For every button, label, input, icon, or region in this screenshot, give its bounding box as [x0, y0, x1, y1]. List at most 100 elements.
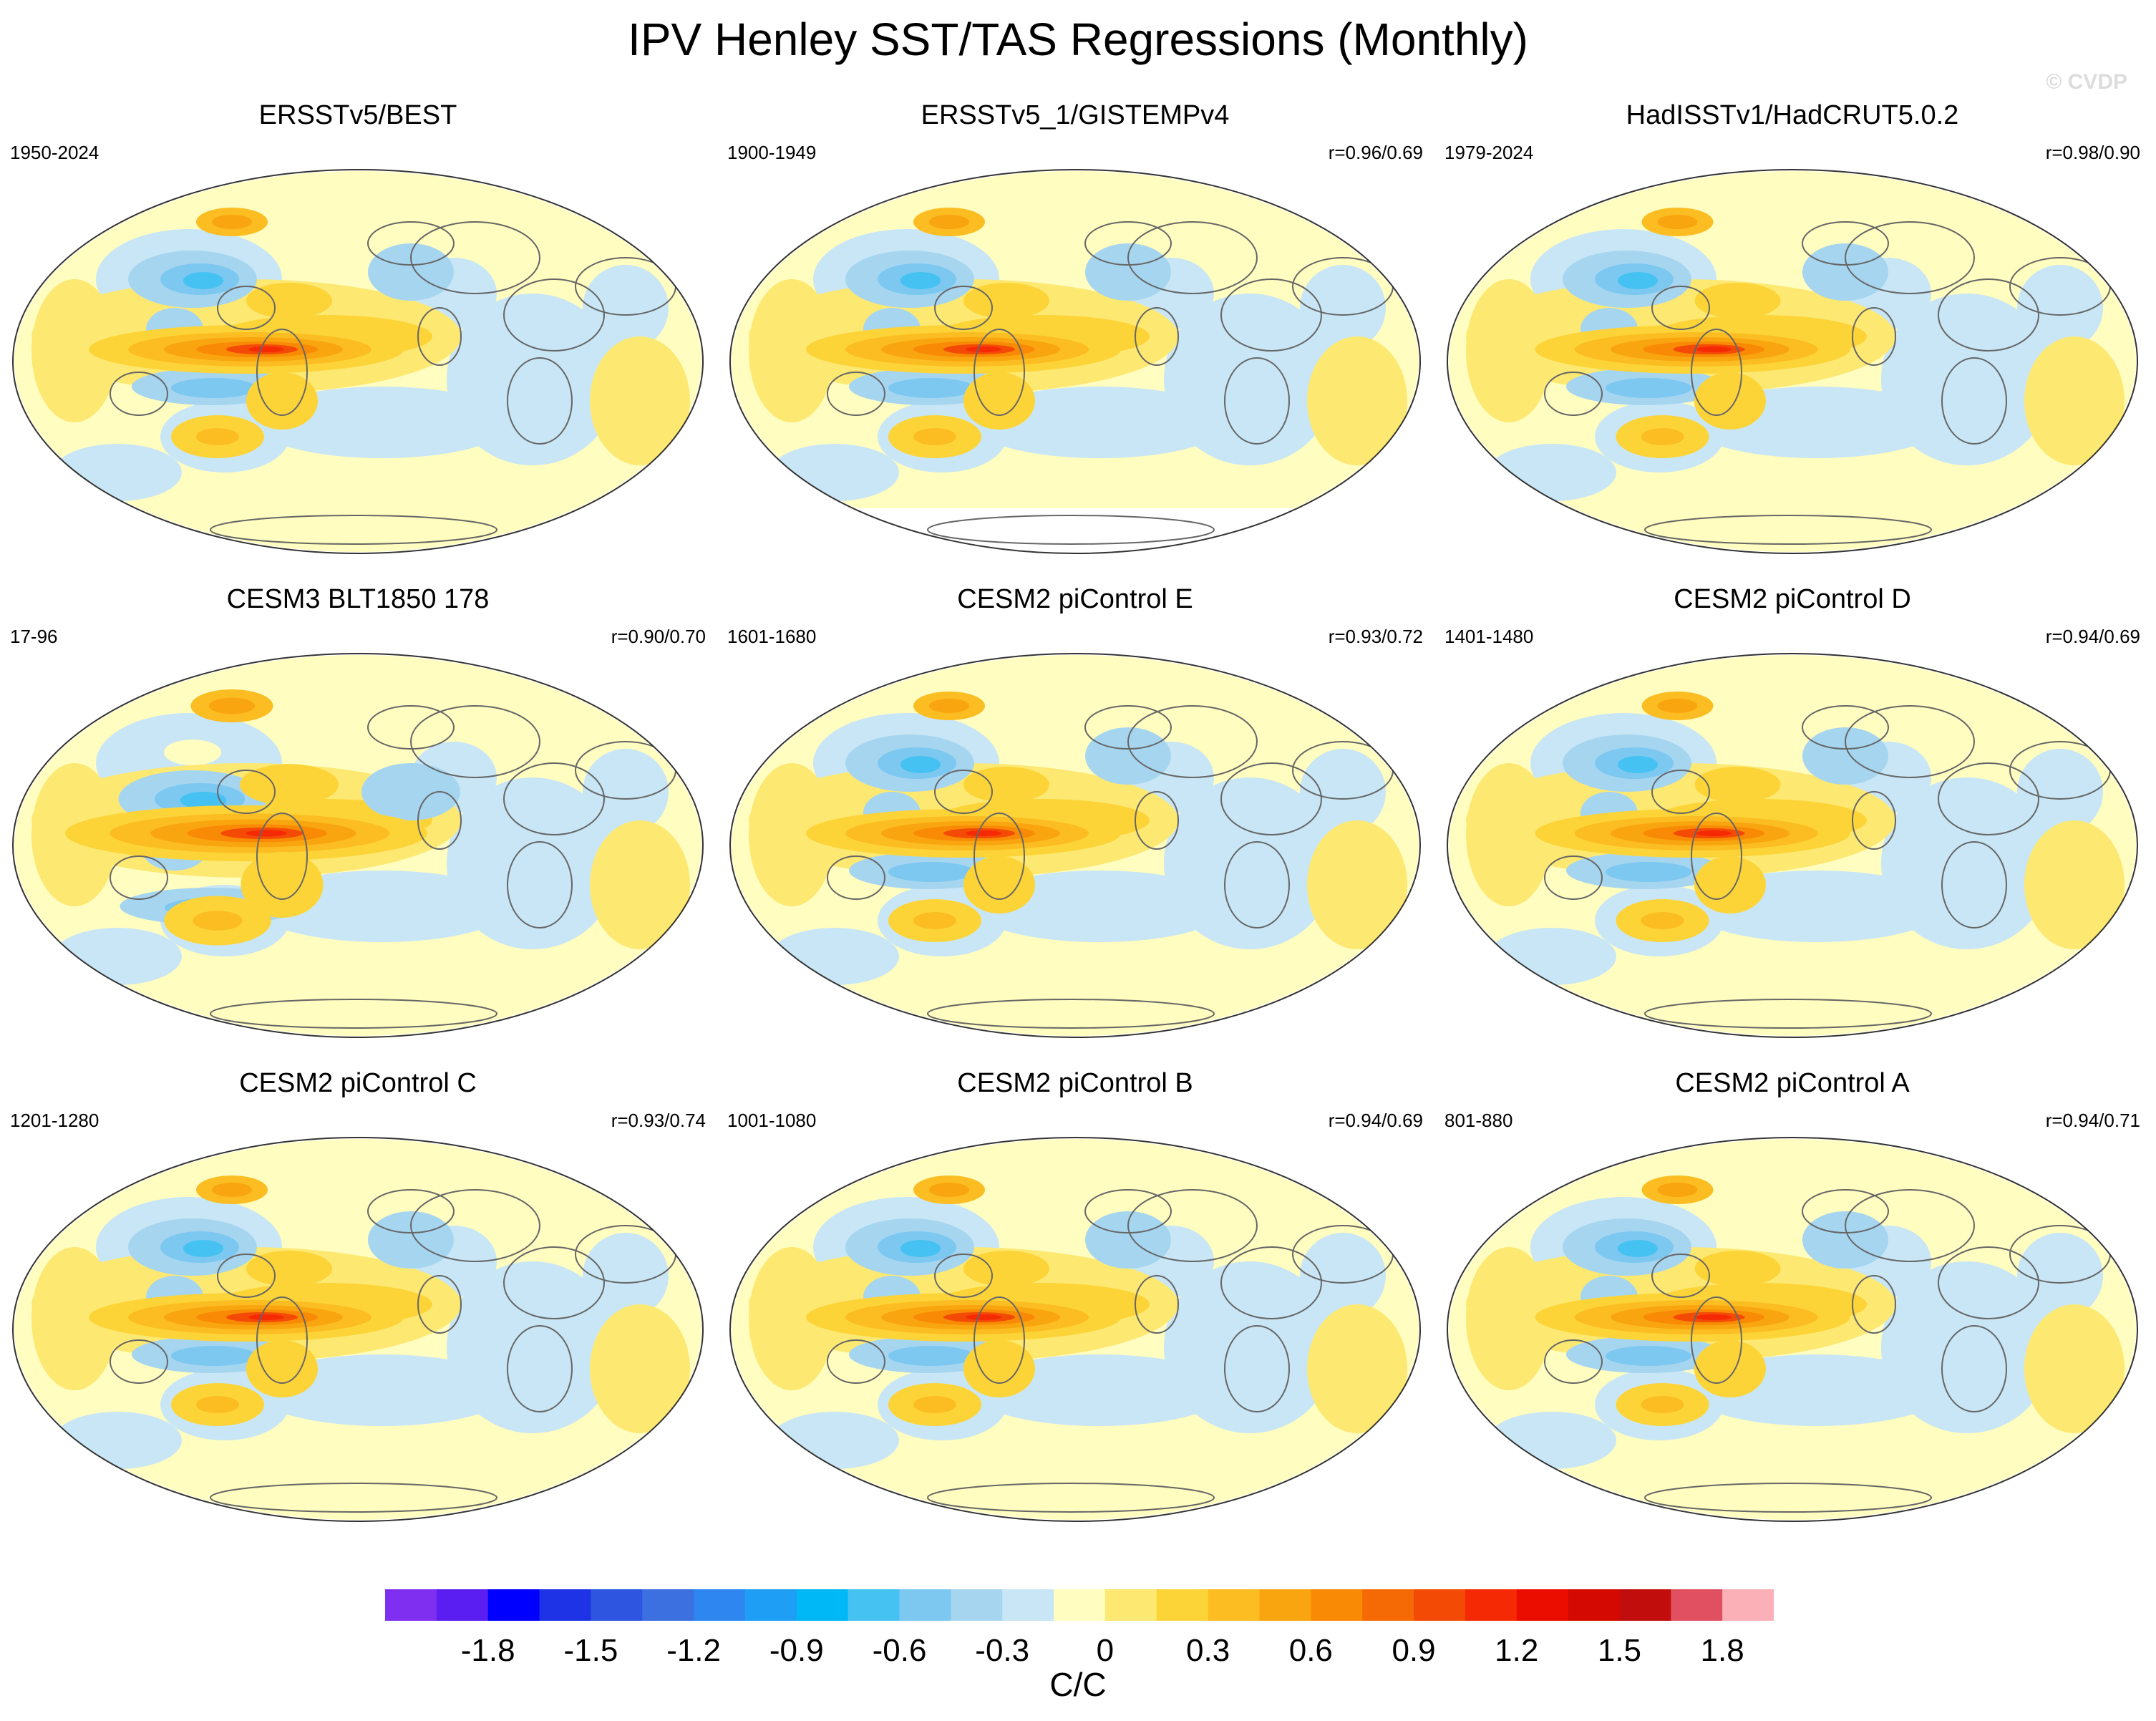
colorbar-swatch — [436, 1589, 489, 1621]
colorbar-tick-label: 1.2 — [1495, 1633, 1538, 1668]
colorbar-swatch — [1619, 1589, 1671, 1621]
colorbar-swatch — [1054, 1589, 1106, 1621]
colorbar-swatch — [1722, 1589, 1774, 1621]
map-field — [1449, 171, 2136, 552]
colorbar-swatch — [951, 1589, 1003, 1621]
colorbar-swatch — [1414, 1589, 1466, 1621]
continent-outlines — [1544, 221, 2111, 545]
page-title: IPV Henley SST/TAS Regressions (Monthly) — [628, 14, 1528, 65]
colorbar-swatch — [642, 1589, 694, 1621]
panel-correlation: r=0.94/0.71 — [2045, 1110, 2140, 1131]
colorbar-tick-label: -1.8 — [461, 1633, 515, 1668]
map-border — [729, 169, 1421, 554]
panel-title: HadISSTv1/HadCRUT5.0.2 — [1626, 100, 1959, 130]
colorbar-label: C/C — [1049, 1666, 1107, 1703]
panel-title: CESM2 piControl C — [239, 1068, 477, 1098]
panel-title: CESM3 BLT1850 178 — [226, 584, 490, 614]
panel-correlation: r=0.90/0.70 — [611, 626, 706, 647]
map-field — [730, 171, 1420, 553]
panel-title: CESM2 piControl D — [1674, 584, 1911, 614]
continent-outlines — [110, 705, 676, 1029]
map-field — [732, 1139, 1419, 1520]
continent-outlines — [1544, 705, 2111, 1029]
map-panel: CESM2 piControl B 1001-1080 r=0.94/0.69 — [717, 1068, 1433, 1526]
map-border — [12, 1137, 704, 1522]
sst-regression-map — [729, 169, 1421, 554]
colorbar-swatch — [1002, 1589, 1054, 1621]
continent-outlines — [110, 1189, 676, 1513]
panel-period: 1601-1680 — [727, 626, 817, 647]
continent-outlines — [110, 221, 676, 545]
panel-period: 1201-1280 — [10, 1110, 99, 1131]
map-panel: HadISSTv1/HadCRUT5.0.2 1979-2024 r=0.98/… — [1434, 100, 2150, 558]
panel-title: CESM2 piControl E — [957, 584, 1193, 614]
colorbar-swatch — [744, 1589, 797, 1621]
panel-title: ERSSTv5_1/GISTEMPv4 — [921, 100, 1230, 130]
continent-outlines — [827, 1189, 1394, 1513]
map-field — [14, 171, 701, 552]
colorbar-swatch — [1362, 1589, 1414, 1621]
colorbar-swatch — [796, 1589, 849, 1621]
colorbar: -1.8 -1.5 -1.2 -0.9 -0.6 -0.3 0 0.3 0.6 0.9 1.2 1.5… — [385, 1589, 1774, 1668]
panel-correlation: r=0.93/0.72 — [1328, 626, 1423, 647]
map-border — [1447, 1137, 2138, 1522]
colorbar-tick-label: -0.3 — [975, 1633, 1029, 1668]
sst-regression-map — [1447, 169, 2138, 554]
colorbar-tick-label: 0.9 — [1392, 1633, 1435, 1668]
map-panel: ERSSTv5/BEST 1950-2024 — [0, 100, 716, 558]
map-border — [1447, 653, 2138, 1038]
sst-regression-map — [12, 653, 704, 1038]
colorbar-swatch — [848, 1589, 900, 1621]
colorbar-swatch — [1208, 1589, 1260, 1621]
map-field — [1449, 1139, 2136, 1520]
panel-period: 17-96 — [10, 626, 58, 647]
colorbar-tick-label: -1.5 — [563, 1633, 618, 1668]
map-panel: CESM2 piControl C 1201-1280 r=0.93/0.74 — [0, 1068, 716, 1526]
colorbar-tick-label: 0.6 — [1289, 1633, 1333, 1668]
sst-regression-map — [729, 1137, 1421, 1522]
sst-regression-map — [1447, 1137, 2138, 1522]
panel-correlation: r=0.94/0.69 — [1328, 1110, 1423, 1131]
colorbar-swatch — [487, 1589, 540, 1621]
map-field — [732, 655, 1419, 1036]
map-field — [14, 1139, 701, 1520]
watermark: © CVDP — [2046, 70, 2127, 94]
colorbar-tick-label: -0.6 — [873, 1633, 927, 1668]
panel-title: ERSSTv5/BEST — [258, 100, 457, 130]
sst-regression-map — [12, 1137, 704, 1522]
colorbar-swatch — [1516, 1589, 1569, 1621]
continent-outlines — [827, 221, 1394, 545]
map-border — [1447, 169, 2138, 554]
panel-period: 1900-1949 — [727, 142, 817, 163]
colorbar-swatch — [385, 1589, 437, 1621]
panel-title: CESM2 piControl A — [1675, 1068, 1910, 1098]
map-panel: CESM2 piControl E 1601-1680 r=0.93/0.72 — [717, 584, 1433, 1042]
panel-title: CESM2 piControl B — [957, 1068, 1193, 1098]
map-border — [12, 653, 704, 1038]
map-panel: CESM2 piControl A 801-880 r=0.94/0.71 — [1434, 1068, 2150, 1526]
colorbar-swatch — [1671, 1589, 1723, 1621]
colorbar-swatch — [1156, 1589, 1209, 1621]
map-border — [12, 169, 704, 554]
colorbar-swatch — [694, 1589, 746, 1621]
panel-correlation: r=0.98/0.90 — [2045, 142, 2140, 163]
colorbar-swatch — [591, 1589, 643, 1621]
map-field — [1449, 655, 2136, 1036]
panel-correlation: r=0.94/0.69 — [2045, 626, 2140, 647]
colorbar-swatch — [539, 1589, 591, 1621]
map-border — [729, 1137, 1421, 1522]
colorbar-swatch — [1568, 1589, 1620, 1621]
map-field — [14, 655, 701, 1036]
sst-regression-map — [1447, 653, 2138, 1038]
panel-correlation: r=0.96/0.69 — [1328, 142, 1423, 163]
panel-period: 801-880 — [1444, 1110, 1513, 1131]
map-border — [729, 653, 1421, 1038]
colorbar-tick-label: -1.2 — [666, 1633, 721, 1668]
panel-correlation: r=0.93/0.74 — [611, 1110, 706, 1131]
colorbar-swatch — [1259, 1589, 1311, 1621]
map-panel: CESM2 piControl D 1401-1480 r=0.94/0.69 — [1434, 584, 2150, 1042]
panel-period: 1401-1480 — [1444, 626, 1534, 647]
colorbar-swatch — [1104, 1589, 1157, 1621]
sst-regression-map — [729, 653, 1421, 1038]
panel-period: 1001-1080 — [727, 1110, 817, 1131]
